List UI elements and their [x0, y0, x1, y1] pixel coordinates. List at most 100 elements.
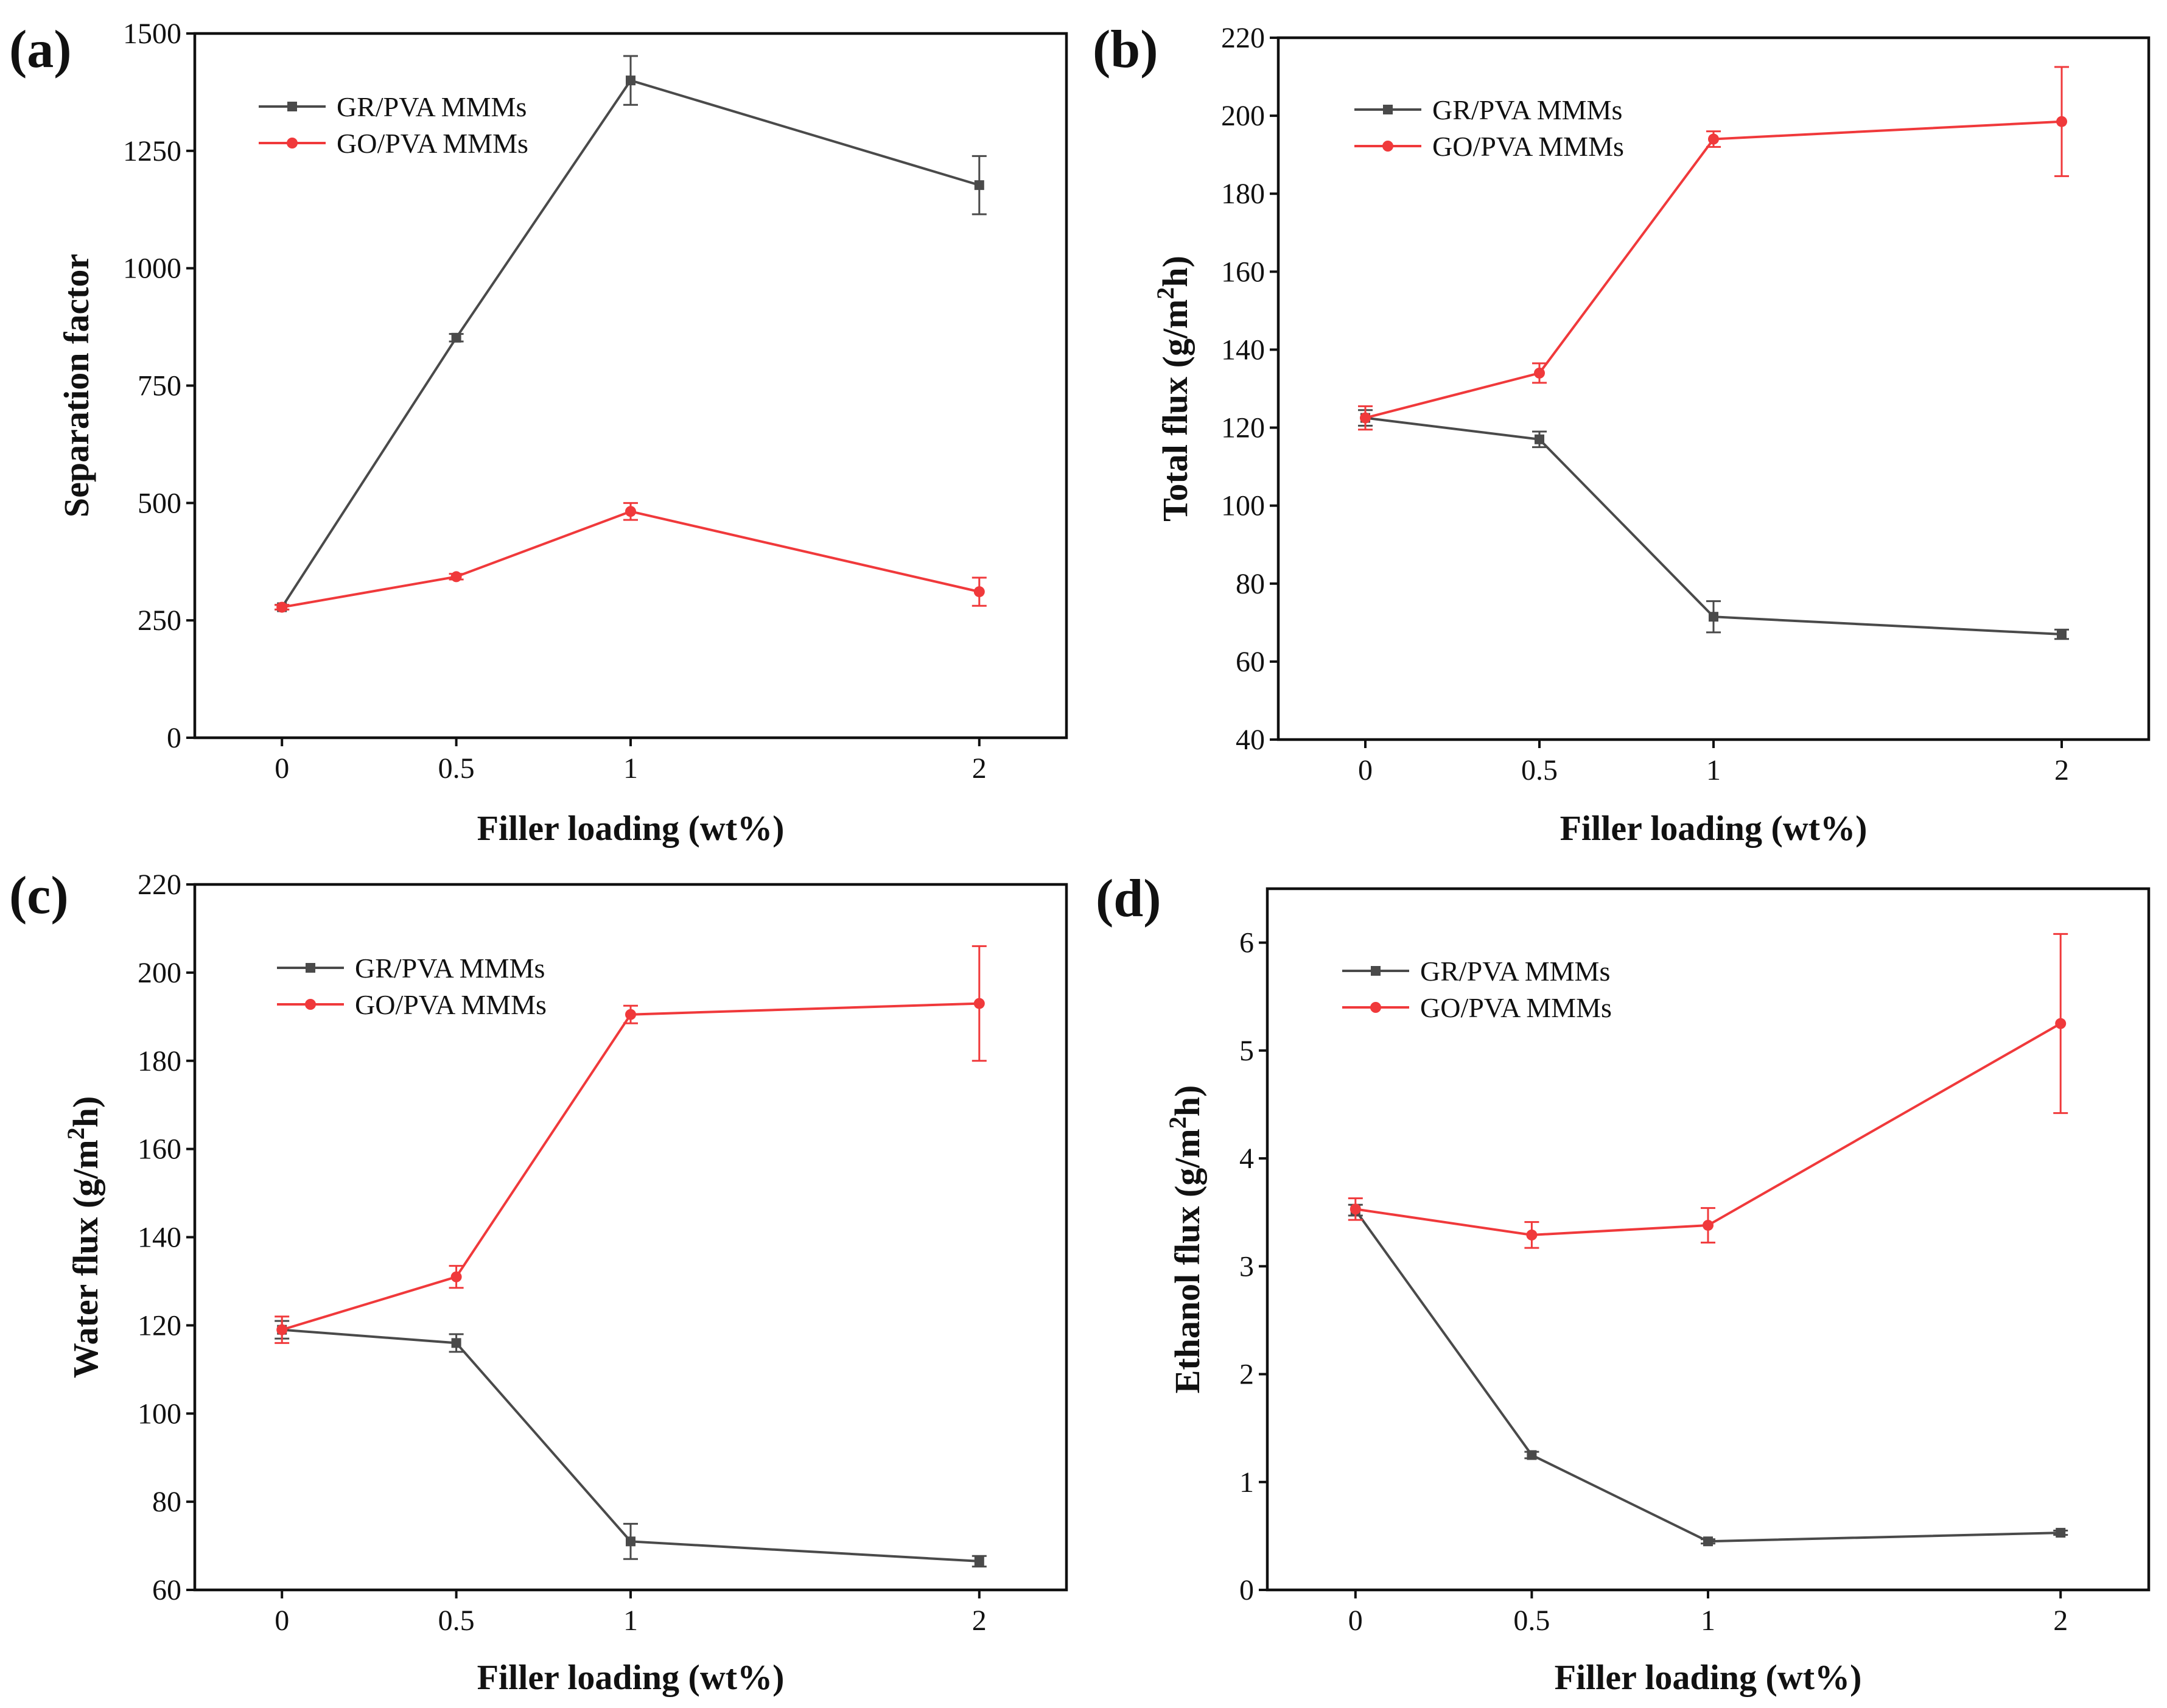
chart-panel-2: (b) 40 60 80 100 120 140 160 180 200 220 0 0.5 1 2 Fill…	[1093, 20, 2151, 848]
legend-marker	[306, 963, 315, 973]
legend-label: GR/PVA MMMs	[355, 953, 545, 984]
y-tick-label: 100	[138, 1398, 181, 1430]
data-point	[626, 75, 635, 86]
y-tick-label: 0	[1239, 1574, 1254, 1606]
data-point	[974, 180, 984, 191]
legend-entry: GO/PVA MMMs	[277, 989, 547, 1020]
x-tick-label: 0	[1348, 1605, 1363, 1637]
series-line	[281, 1002, 979, 1331]
legend-label: GO/PVA MMMs	[337, 128, 528, 159]
data-point	[626, 1536, 635, 1547]
data-point	[2056, 1528, 2066, 1538]
data-point	[2057, 629, 2067, 640]
panel-label: (c)	[9, 866, 69, 925]
legend-label: GR/PVA MMMs	[337, 91, 527, 122]
y-tick-label: 750	[138, 370, 181, 402]
legend-marker	[1382, 141, 1393, 152]
x-tick-label: 0.5	[1521, 754, 1558, 786]
x-tick-label: 1	[623, 1605, 638, 1637]
y-tick-label: 200	[138, 957, 181, 989]
legend-entry: GO/PVA MMMs	[1342, 992, 1612, 1023]
x-tick-label: 0	[1358, 754, 1373, 786]
data-point	[276, 601, 288, 613]
y-tick-label: 180	[138, 1045, 181, 1077]
y-tick-label: 100	[1221, 490, 1265, 522]
data-point	[1535, 434, 1544, 444]
y-tick-label: 60	[1236, 646, 1265, 678]
legend-label: GO/PVA MMMs	[1420, 992, 1612, 1023]
x-tick-label: 2	[972, 1605, 987, 1637]
panel-label: (d)	[1096, 869, 1161, 928]
legend-entry: GR/PVA MMMs	[277, 953, 545, 984]
legend-marker	[1370, 1002, 1381, 1013]
panel-label: (b)	[1093, 20, 1158, 79]
x-tick-label: 0.5	[438, 1605, 475, 1637]
legend-marker	[305, 999, 316, 1010]
data-point	[2056, 116, 2067, 127]
y-tick-label: 160	[1221, 256, 1265, 288]
x-tick-label: 0.5	[1513, 1605, 1550, 1637]
series-line	[281, 79, 980, 608]
y-tick-label: 220	[138, 869, 181, 901]
y-tick-label: 80	[152, 1486, 181, 1518]
legend-marker	[287, 102, 297, 111]
data-point	[1526, 1229, 1538, 1241]
data-point	[1703, 1536, 1713, 1547]
y-tick-label: 220	[1221, 22, 1265, 54]
series-line	[281, 510, 980, 609]
x-tick-label: 1	[1706, 754, 1721, 786]
legend-label: GO/PVA MMMs	[1432, 131, 1624, 162]
series-go-pva	[275, 945, 987, 1344]
data-point	[974, 1556, 984, 1566]
series-line	[1355, 1022, 2062, 1236]
x-axis-label: Filler loading (wt%)	[1560, 808, 1868, 848]
legend-entry: GO/PVA MMMs	[259, 128, 528, 159]
data-point	[451, 1338, 461, 1348]
y-tick-label: 1	[1239, 1466, 1254, 1499]
y-tick-label: 140	[138, 1222, 181, 1254]
y-tick-label: 80	[1236, 568, 1265, 600]
x-tick-label: 1	[623, 752, 638, 785]
y-tick-label: 180	[1221, 178, 1265, 210]
legend-entry: GO/PVA MMMs	[1354, 131, 1624, 162]
y-tick-label: 120	[1221, 412, 1265, 444]
data-point	[450, 1271, 462, 1283]
y-tick-label: 3	[1239, 1250, 1254, 1283]
data-point	[1360, 412, 1371, 424]
panel-label: (a)	[9, 20, 72, 79]
data-point	[973, 586, 985, 598]
series-line	[1365, 120, 2062, 419]
y-tick-label: 4	[1239, 1143, 1254, 1175]
chart-panel-4: (d) 0 1 2 3 4 5 6 0 0.5 1 2 Filler loading (wt%) Etha…	[1096, 869, 2151, 1697]
data-point	[2055, 1018, 2067, 1029]
legend-label: GR/PVA MMMs	[1420, 956, 1610, 987]
legend-marker	[287, 138, 298, 149]
y-tick-label: 1000	[123, 253, 181, 285]
data-point	[1709, 612, 1718, 622]
x-tick-label: 0	[275, 752, 289, 785]
legend-label: GR/PVA MMMs	[1432, 94, 1622, 125]
y-tick-label: 60	[152, 1574, 181, 1606]
y-tick-label: 500	[138, 487, 181, 519]
x-tick-label: 1	[1701, 1605, 1715, 1637]
series-gr-pva	[1348, 1203, 2068, 1547]
series-line	[1365, 416, 2062, 636]
data-point	[451, 332, 461, 343]
data-point	[1534, 367, 1545, 379]
series-line	[1354, 1209, 2061, 1543]
y-tick-label: 2	[1239, 1359, 1254, 1391]
series-line	[282, 1328, 979, 1563]
y-tick-label: 6	[1239, 927, 1254, 959]
series-gr-pva	[1358, 409, 2069, 640]
chart-panel-3: (c) 60 80 100 120 140 160 180 200 220 0 0.5 1 2 Filler…	[9, 866, 1068, 1697]
y-tick-label: 250	[138, 604, 181, 637]
y-tick-label: 120	[138, 1309, 181, 1342]
data-point	[625, 506, 636, 517]
data-point	[1708, 133, 1719, 145]
y-axis-label: Water flux (g/m2h)	[62, 1096, 105, 1379]
plot-frame	[193, 883, 1068, 1592]
y-tick-label: 0	[167, 722, 181, 754]
legend-entry: GR/PVA MMMs	[259, 91, 527, 122]
y-axis-label: Ethanol flux (g/m2h)	[1164, 1085, 1207, 1394]
series-gr-pva	[275, 1320, 987, 1568]
